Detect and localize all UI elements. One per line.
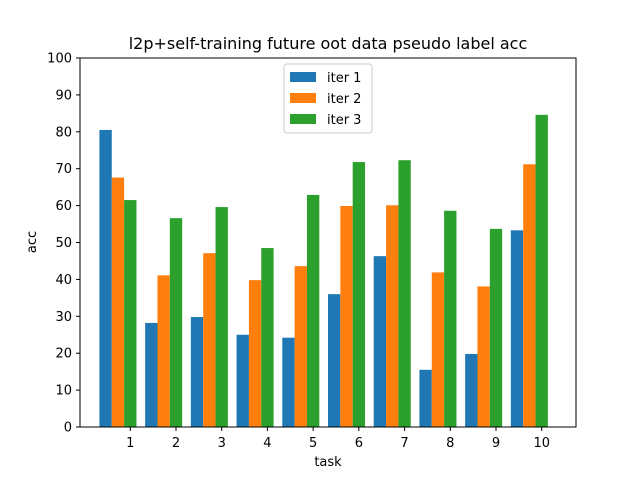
bar-iter-2-task-2	[157, 275, 170, 427]
bar-iter-2-task-9	[477, 286, 490, 427]
bar-iter-3-task-6	[352, 162, 366, 428]
y-axis-label: acc	[25, 231, 40, 253]
bar-iter-2-task-3	[203, 253, 216, 427]
x-tick-label: 10	[533, 436, 550, 451]
x-tick-label: 6	[355, 436, 363, 451]
legend-label: iter 1	[327, 71, 361, 86]
x-tick-label: 9	[492, 436, 500, 451]
x-tick-label: 4	[263, 436, 271, 451]
bar-iter-1-task-7	[373, 256, 387, 427]
y-tick-label: 0	[64, 421, 72, 436]
x-tick-label: 1	[126, 436, 134, 451]
bar-iter-1-task-5	[282, 337, 295, 427]
bar-iter-2-task-4	[248, 280, 262, 427]
y-tick-label: 100	[47, 52, 72, 67]
y-tick-label: 40	[55, 273, 72, 288]
x-tick-label: 7	[400, 436, 408, 451]
y-axis: 0 10 20 30 40 50 60 70 80 90 100	[47, 52, 80, 436]
bar-iter-2-task-10	[523, 164, 536, 427]
y-tick-label: 80	[55, 125, 72, 140]
bars-group	[99, 114, 548, 428]
bar-iter-1-task-6	[328, 294, 341, 427]
bar-iter-3-task-8	[444, 210, 457, 427]
bar-iter-1-task-1	[99, 129, 112, 427]
y-tick-label: 30	[55, 310, 72, 325]
bar-iter-2-task-1	[111, 177, 125, 427]
bar-iter-3-task-3	[215, 207, 228, 427]
legend: iter 1 iter 2 iter 3	[283, 63, 373, 134]
bar-iter-3-task-5	[306, 194, 320, 427]
bar-iter-1-task-8	[419, 369, 432, 427]
legend-swatch	[290, 72, 316, 82]
bar-iter-1-task-10	[510, 230, 524, 427]
bar-iter-3-task-7	[398, 160, 411, 427]
bar-iter-2-task-5	[294, 266, 307, 427]
bar-iter-3-task-9	[489, 228, 503, 427]
bar-iter-2-task-7	[386, 205, 399, 427]
bar-iter-1-task-3	[190, 317, 204, 427]
x-tick-label: 8	[446, 436, 454, 451]
y-tick-label: 90	[55, 88, 72, 103]
y-tick-label: 50	[55, 236, 72, 251]
x-axis-label: task	[314, 455, 342, 470]
bar-iter-3-task-4	[261, 248, 274, 427]
y-tick-label: 60	[55, 199, 72, 214]
legend-label: iter 3	[327, 113, 361, 128]
bar-iter-1-task-4	[236, 334, 249, 427]
y-tick-label: 20	[55, 347, 72, 362]
bar-iter-2-task-8	[431, 272, 445, 427]
legend-swatch	[290, 93, 316, 103]
y-tick-label: 70	[55, 162, 72, 177]
x-tick-label: 5	[309, 436, 317, 451]
bar-iter-3-task-10	[535, 114, 548, 428]
bar-iter-2-task-6	[340, 205, 353, 427]
x-tick-label: 2	[172, 436, 180, 451]
x-tick-label: 3	[218, 436, 226, 451]
bar-iter-3-task-2	[169, 218, 183, 427]
x-axis: 1 2 3 4 5 6 7 8 9 10	[126, 427, 550, 451]
bar-iter-1-task-9	[465, 353, 478, 427]
bar-iter-1-task-2	[145, 322, 158, 427]
chart-title: l2p+self-training future oot data pseudo…	[129, 34, 528, 53]
legend-swatch	[290, 114, 316, 124]
bar-iter-3-task-1	[124, 200, 137, 427]
y-tick-label: 10	[55, 384, 72, 399]
legend-label: iter 2	[327, 92, 361, 107]
